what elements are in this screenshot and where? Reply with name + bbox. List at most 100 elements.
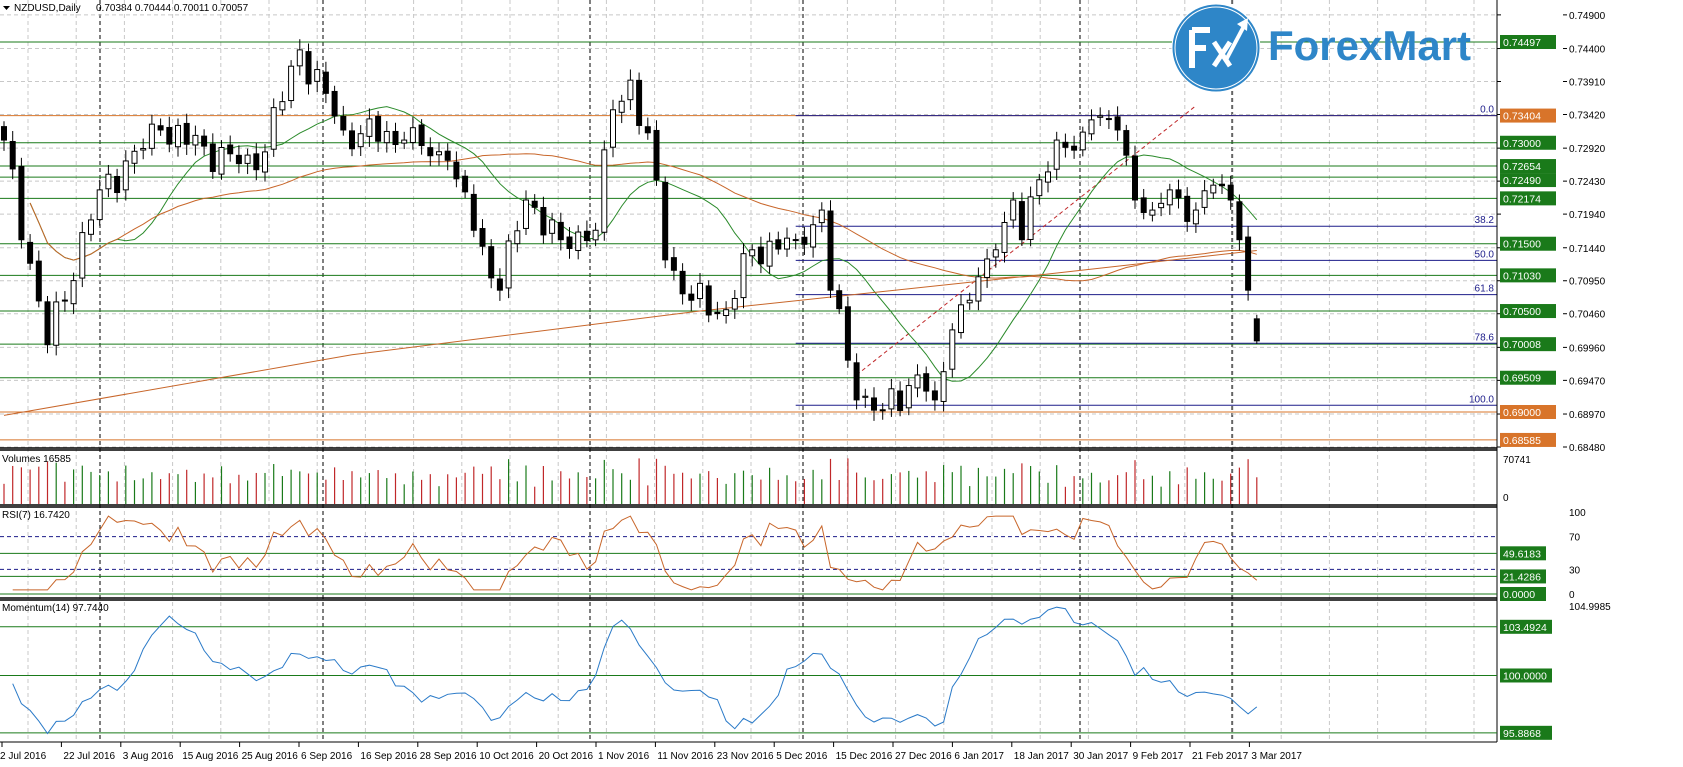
candle-bearish	[1114, 116, 1121, 131]
candle-bullish	[140, 148, 147, 151]
candle-bearish	[235, 154, 242, 165]
price-axis-label: 0.72430	[1569, 177, 1606, 188]
candle-bullish	[723, 309, 730, 316]
price-axis-label: 0.73420	[1569, 110, 1606, 121]
candle-bearish	[349, 130, 355, 150]
rsi-label: RSI(7) 16.7420	[2, 510, 70, 521]
candle-bearish	[1123, 130, 1130, 156]
candle-bullish	[1097, 115, 1104, 118]
momentum-label: Momentum(14) 97.7440	[2, 603, 109, 614]
moving-average-long-line	[3, 250, 1257, 416]
price-level-badge	[1500, 304, 1556, 319]
candle-bearish	[322, 71, 329, 94]
price-level-label: 0.70008	[1503, 339, 1541, 351]
candle-bearish	[331, 90, 338, 117]
candle-bearish	[462, 175, 469, 193]
candle-bullish	[1027, 196, 1034, 240]
price-axis-label: 0.70950	[1569, 277, 1606, 288]
candle-bearish	[114, 175, 121, 194]
candle-bearish	[1071, 145, 1078, 151]
forexmart-logo: ForexMart	[1170, 2, 1495, 94]
candle-bullish	[244, 154, 251, 164]
candle-bullish	[862, 395, 869, 398]
candle-bearish	[183, 122, 190, 145]
price-axis-label: 0.68970	[1569, 410, 1606, 421]
candle-bullish	[818, 209, 825, 224]
momentum-level-label: 95.8868	[1503, 728, 1541, 740]
candle-bullish	[992, 249, 999, 258]
candle-bearish	[792, 239, 799, 242]
candle-bullish	[1053, 139, 1060, 170]
candle-bullish	[409, 127, 416, 143]
fibonacci-level-label: 100.0	[1469, 394, 1494, 405]
price-level-badge	[1500, 337, 1556, 352]
candle-bearish	[801, 236, 808, 245]
candle-bearish	[1227, 184, 1234, 201]
candle-bearish	[166, 126, 173, 145]
candle-bearish	[827, 210, 834, 291]
candle-bearish	[775, 239, 782, 250]
candle-bearish	[1105, 118, 1112, 121]
candle-bullish	[549, 219, 556, 234]
candle-bearish	[496, 278, 503, 291]
time-axis-label: 21 Feb 2017	[1192, 751, 1249, 762]
price-level-badge	[1500, 405, 1556, 420]
candle-bearish	[1062, 141, 1069, 148]
candle-bearish	[488, 246, 495, 279]
candle-bearish	[557, 221, 564, 241]
candle-bullish	[1158, 202, 1165, 209]
candle-bearish	[923, 373, 930, 392]
candle-bearish	[1253, 318, 1260, 342]
candle-bullish	[288, 65, 295, 102]
moving-average-slow-line	[29, 153, 1257, 282]
candle-bearish	[662, 181, 669, 261]
candle-bearish	[1184, 195, 1191, 222]
rsi-level-label: 49.6183	[1503, 548, 1541, 560]
candle-bullish	[601, 149, 608, 233]
candle-bearish	[9, 140, 16, 170]
momentum-axis-label: 104.9985	[1569, 602, 1611, 613]
candle-bullish	[958, 304, 964, 334]
candle-bullish	[618, 100, 625, 113]
price-level-badge	[1500, 432, 1556, 447]
candle-bearish	[531, 200, 538, 208]
price-axis-label: 0.71940	[1569, 210, 1606, 221]
candle-bullish	[70, 280, 77, 305]
candle-bullish	[105, 173, 112, 190]
time-axis-label: 15 Aug 2016	[182, 751, 239, 762]
candle-bullish	[1166, 189, 1173, 206]
price-level-badge	[1500, 236, 1556, 251]
volumes-label: Volumes 16585	[2, 454, 71, 465]
candle-bullish	[740, 253, 747, 299]
price-level-badge	[1500, 159, 1556, 174]
candle-bullish	[279, 101, 286, 111]
price-axis-label: 0.68480	[1569, 443, 1606, 454]
candle-bearish	[418, 124, 425, 147]
rsi-level-badge	[1500, 569, 1546, 584]
price-axis-label: 0.74400	[1569, 45, 1606, 56]
candle-bullish	[505, 240, 512, 289]
candle-bullish	[96, 189, 103, 221]
candle-bullish	[218, 147, 225, 175]
candle-bearish	[1245, 236, 1252, 291]
price-level-label: 0.72654	[1503, 161, 1541, 173]
candle-bearish	[1175, 189, 1182, 199]
price-level-label: 0.70500	[1503, 306, 1541, 318]
candle-bearish	[540, 206, 547, 236]
candle-bullish	[766, 240, 773, 267]
candle-bearish	[871, 397, 877, 411]
candle-bullish	[810, 224, 817, 248]
candle-bearish	[1018, 201, 1025, 241]
price-level-label: 0.73000	[1503, 138, 1541, 150]
momentum-level-label: 100.0000	[1503, 670, 1547, 682]
candle-bearish	[688, 293, 695, 301]
rsi-axis-label: 100	[1569, 508, 1586, 519]
candle-bullish	[1201, 190, 1208, 208]
rsi-level-label: 21.4286	[1503, 571, 1541, 583]
candle-bearish	[705, 285, 712, 316]
candle-bearish	[444, 150, 451, 161]
candle-bullish	[1001, 221, 1008, 253]
candle-bullish	[749, 249, 756, 257]
candle-bearish	[1219, 183, 1225, 187]
